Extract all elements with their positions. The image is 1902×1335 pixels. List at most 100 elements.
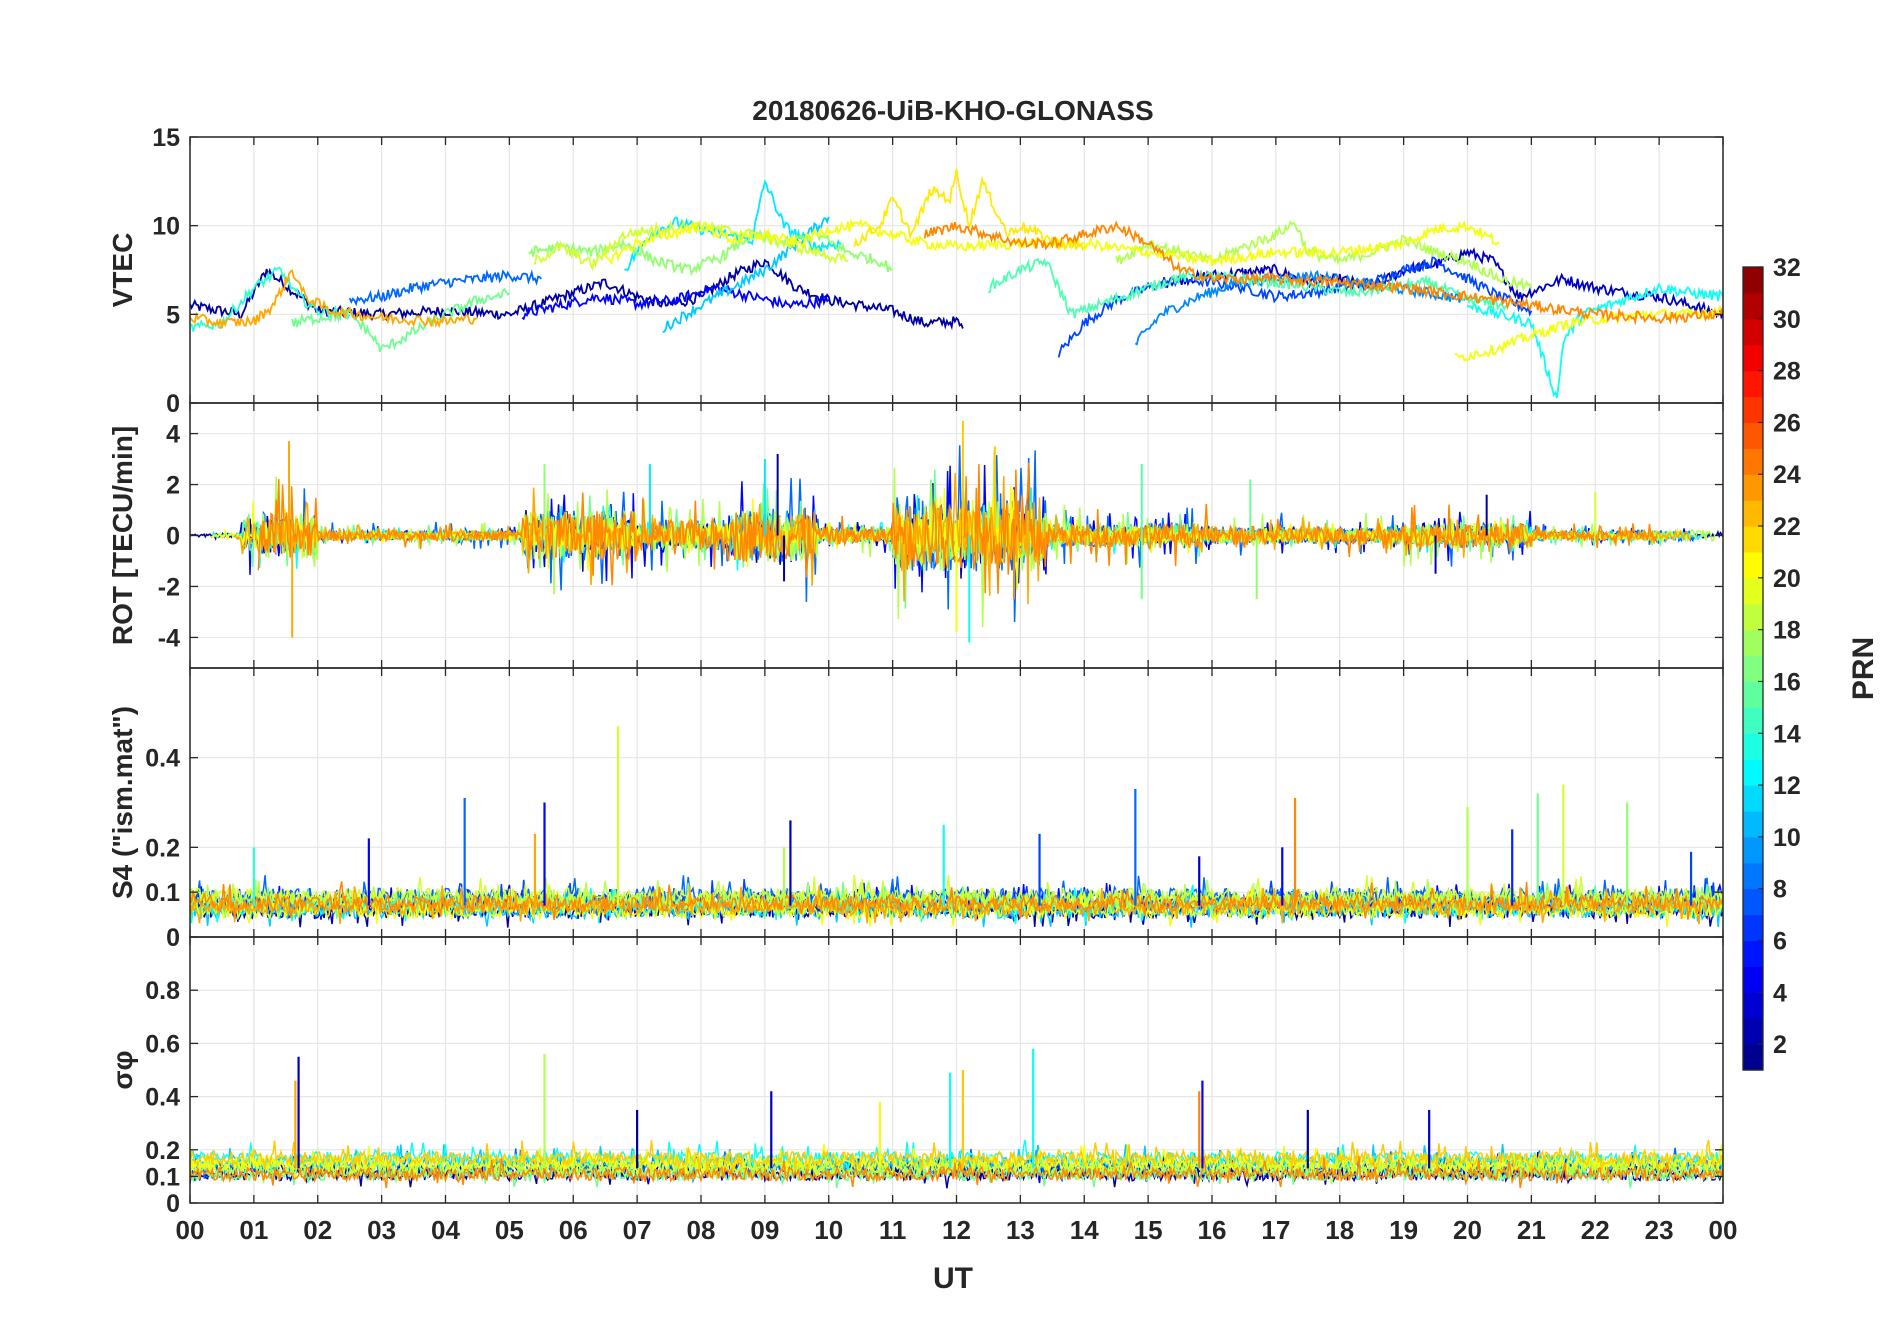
colorbar-segment — [1743, 474, 1763, 501]
x-tick-label: 11 — [879, 1215, 907, 1245]
x-tick-label: 04 — [431, 1215, 460, 1245]
colorbar-segment — [1743, 318, 1763, 346]
x-tick-label: 00 — [176, 1215, 205, 1245]
series-rot — [190, 420, 1723, 643]
y-tick-label: 0.6 — [145, 1030, 180, 1058]
colorbar-segment — [1743, 785, 1763, 812]
series-line — [257, 462, 1658, 594]
y-tick-label: 10 — [152, 213, 180, 241]
colorbar-segment — [1743, 526, 1763, 553]
x-tick-label: 12 — [942, 1215, 971, 1245]
series-line — [190, 888, 1723, 928]
y-tick-label: 0.1 — [145, 879, 180, 907]
series-line — [528, 227, 893, 277]
colorbar-segment — [1743, 577, 1763, 605]
panel-vtec: 0 5 10 15 VTEC — [107, 124, 1724, 418]
colorbar-tick-label: 12 — [1773, 772, 1801, 800]
colorbar-segment — [1743, 1018, 1763, 1045]
colorbar-segment — [1743, 396, 1763, 424]
colorbar-segment — [1743, 344, 1763, 372]
colorbar-frame — [1742, 266, 1764, 1071]
colorbar-tick-label: 26 — [1773, 409, 1801, 437]
colorbar-tick-label: 18 — [1773, 617, 1801, 645]
x-axis-label: UT — [933, 1262, 973, 1295]
colorbar-segment — [1743, 655, 1763, 683]
colorbar-segment — [1743, 940, 1763, 967]
x-tick-label: 05 — [495, 1215, 524, 1245]
series-line — [291, 287, 511, 353]
y-tick-label: 15 — [152, 124, 180, 152]
colorbar-tick-label: 10 — [1773, 824, 1801, 852]
series-line — [923, 220, 1723, 326]
colorbar-segment — [1743, 500, 1763, 527]
colorbar-segment — [1743, 759, 1763, 786]
colorbar-segment — [1743, 551, 1763, 579]
colorbar-segment — [1743, 681, 1763, 708]
x-tick-label: 13 — [1006, 1215, 1035, 1245]
y-tick-label: 0.1 — [145, 1163, 180, 1191]
colorbar-tick-label: 16 — [1773, 668, 1801, 696]
colorbar-segment — [1743, 448, 1763, 475]
colorbar-label: PRN — [1847, 637, 1880, 700]
y-axis-label: S4 ("ism.mat") — [107, 706, 138, 899]
colorbar-segment — [1743, 1044, 1763, 1071]
x-tick-label: 03 — [367, 1215, 396, 1245]
colorbar-tick-label: 30 — [1773, 306, 1801, 334]
x-tick-label: 22 — [1581, 1215, 1610, 1245]
colorbar-tick-label: 20 — [1773, 565, 1801, 593]
y-tick-label: 0.2 — [145, 1137, 180, 1165]
colorbar-tick-label: 22 — [1773, 513, 1801, 541]
colorbar-segment — [1743, 422, 1763, 449]
y-tick-label: 5 — [166, 301, 180, 329]
colorbar-segment — [1743, 267, 1763, 294]
x-tick-label: 18 — [1325, 1215, 1354, 1245]
grid-s4 — [189, 668, 1724, 938]
panel-s4: 0 0.1 0.2 0.4S4 ("ism.mat") — [107, 667, 1724, 952]
x-tick-label: 02 — [303, 1215, 332, 1245]
colorbar-segment — [1743, 707, 1763, 734]
y-tick-label: 0.8 — [145, 977, 180, 1005]
figure-title: 20180626-UiB-KHO-GLONASS — [752, 95, 1153, 126]
y-tick-label: -4 — [158, 624, 180, 652]
colorbar-tick-label: 4 — [1773, 979, 1787, 1007]
series-vtec — [190, 168, 1723, 399]
x-tick-label: 09 — [750, 1215, 779, 1245]
y-tick-label: 0 — [166, 390, 180, 418]
x-tick-label: 00 — [1709, 1215, 1738, 1245]
y-tick-label: 0.2 — [145, 834, 180, 862]
y-axis-label: σφ — [107, 1050, 138, 1089]
x-tick-label: 17 — [1261, 1215, 1290, 1245]
colorbar-segment — [1743, 292, 1763, 320]
colorbar-tick-label: 2 — [1773, 1031, 1787, 1059]
y-axis-label: ROT [TECU/min] — [107, 426, 138, 645]
colorbar-segment — [1743, 629, 1763, 657]
y-tick-label: 0 — [166, 924, 180, 952]
series-line — [1057, 256, 1533, 358]
colorbar-segment — [1743, 836, 1763, 864]
x-tick-label: 06 — [559, 1215, 588, 1245]
x-tick-label: 07 — [623, 1215, 652, 1245]
colorbar-tick-label: 14 — [1773, 720, 1801, 748]
x-tick-label: 16 — [1198, 1215, 1227, 1245]
colorbar-segment — [1743, 370, 1763, 398]
x-tick-label: 10 — [814, 1215, 843, 1245]
x-tick-label: 15 — [1134, 1215, 1163, 1245]
series-line — [604, 218, 1500, 267]
series-line — [190, 1139, 1723, 1174]
colorbar-segment — [1743, 992, 1763, 1019]
y-tick-label: 0.4 — [145, 745, 180, 773]
series-line — [521, 284, 830, 321]
grid-vtec — [189, 136, 1724, 404]
y-tick-label: 4 — [166, 421, 180, 449]
series-line — [348, 269, 542, 307]
y-axis-label: VTEC — [107, 233, 138, 308]
y-tick-label: 2 — [166, 472, 180, 500]
colorbar-segment — [1743, 914, 1763, 942]
panel-rot: -4 -2 0 2 4 ROT [TECU/min] — [107, 402, 1724, 669]
colorbar-tick-label: 6 — [1773, 927, 1787, 955]
y-tick-label: -2 — [158, 573, 180, 601]
